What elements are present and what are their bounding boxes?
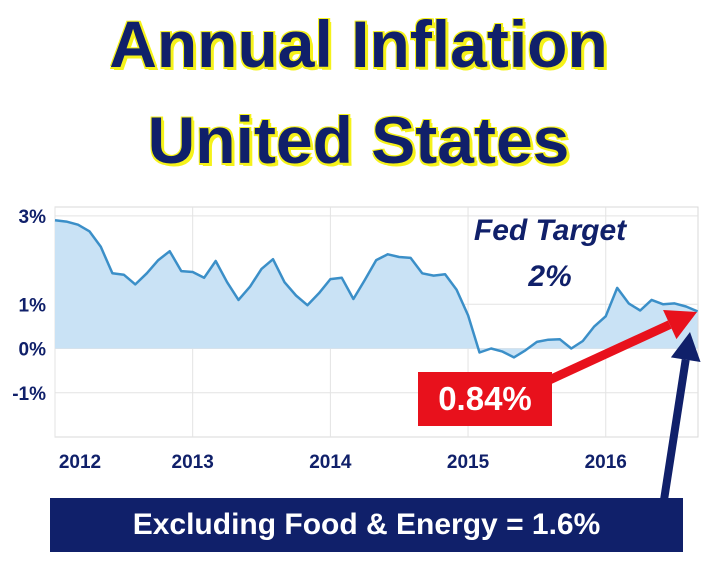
red-arrow-shaft <box>543 320 672 387</box>
y-tick-label: 3% <box>19 207 47 228</box>
fed-target-annotation-line-1: Fed Target <box>474 214 628 247</box>
chart-title-line-1: Annual Inflation <box>109 7 608 81</box>
core-inflation-note: Excluding Food & Energy = 1.6% <box>50 498 683 552</box>
navy-arrow-head <box>670 332 701 362</box>
x-tick-label: 2012 <box>59 452 101 473</box>
navy-arrow-shaft <box>660 359 690 501</box>
y-tick-label: 0% <box>19 340 47 361</box>
fed-target-annotation-line-2: 2% <box>527 260 571 293</box>
x-tick-label: 2015 <box>447 452 490 473</box>
series-line <box>54 219 699 359</box>
chart-title-line-2: United States <box>147 103 570 177</box>
y-tick-label: 1% <box>19 295 47 316</box>
red-arrow-head <box>663 310 697 340</box>
x-tick-label: 2014 <box>309 452 352 473</box>
x-tick-label: 2013 <box>172 452 214 473</box>
series-area <box>55 220 698 358</box>
x-tick-label: 2016 <box>585 452 627 473</box>
inflation-value-callout: 0.84% <box>418 372 552 426</box>
y-tick-label: -1% <box>12 384 46 405</box>
